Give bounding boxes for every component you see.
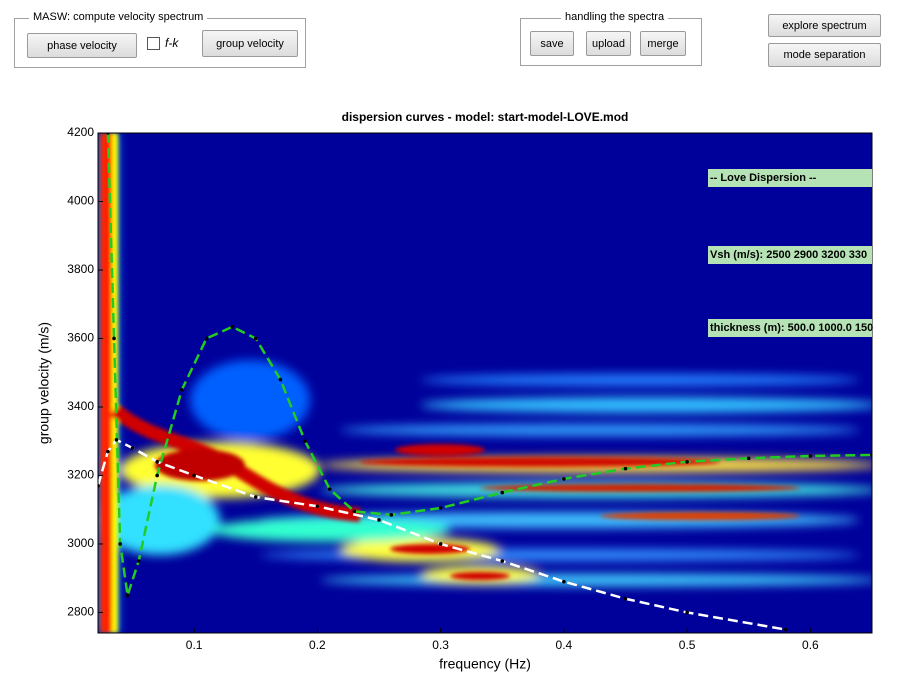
y-tick-label: 2800 bbox=[67, 605, 94, 619]
annotation: thickness (m): 500.0 1000.0 150 bbox=[708, 319, 873, 337]
x-tick-label: 0.2 bbox=[309, 638, 326, 652]
y-tick-label: 3200 bbox=[67, 468, 94, 482]
x-tick-label: 0.4 bbox=[556, 638, 573, 652]
point bbox=[125, 593, 130, 598]
point bbox=[783, 627, 788, 632]
point bbox=[278, 377, 283, 382]
point bbox=[130, 446, 135, 450]
point bbox=[500, 490, 505, 495]
button[interactable]: group velocity bbox=[202, 30, 298, 57]
point bbox=[377, 518, 381, 522]
masw-panel: MASW: compute velocity spectrum bbox=[14, 11, 306, 68]
annotation-box bbox=[708, 169, 872, 187]
point bbox=[180, 388, 184, 392]
point bbox=[623, 596, 628, 601]
point bbox=[303, 439, 307, 444]
point bbox=[562, 477, 566, 481]
curves bbox=[98, 133, 872, 632]
annotation-text: Vsh (m/s): 2500 2900 3200 330 bbox=[710, 249, 867, 261]
point bbox=[746, 456, 751, 461]
button[interactable]: save bbox=[530, 31, 574, 56]
checkbox[interactable]: f-k bbox=[147, 36, 178, 50]
point bbox=[155, 459, 159, 464]
point bbox=[136, 559, 141, 563]
spectra-panel: handling the spectra bbox=[520, 11, 702, 66]
panel-title: MASW: compute velocity spectrum bbox=[29, 11, 208, 23]
point bbox=[685, 459, 689, 464]
point bbox=[204, 336, 209, 341]
point bbox=[438, 506, 443, 510]
point bbox=[327, 487, 332, 491]
point bbox=[315, 504, 320, 509]
x-tick-label: 0.3 bbox=[432, 638, 449, 652]
annotation-text: thickness (m): 500.0 1000.0 150 bbox=[710, 322, 873, 334]
button[interactable]: merge bbox=[640, 31, 686, 56]
y-axis-label: group velocity (m/s) bbox=[36, 322, 52, 444]
annotation-text: -- Love Dispersion -- bbox=[710, 172, 817, 184]
annotation: Vsh (m/s): 2500 2900 3200 330 bbox=[708, 246, 872, 264]
point bbox=[106, 449, 110, 454]
panel-title: handling the spectra bbox=[561, 11, 669, 23]
point bbox=[230, 325, 235, 329]
point bbox=[623, 466, 628, 471]
annotation: -- Love Dispersion -- bbox=[708, 169, 872, 187]
annotation-box bbox=[708, 246, 872, 264]
point bbox=[118, 542, 122, 546]
y-tick-label: 3000 bbox=[67, 536, 94, 550]
plot-frame bbox=[97, 132, 873, 634]
point bbox=[155, 473, 159, 478]
point bbox=[253, 495, 258, 499]
point bbox=[500, 559, 505, 563]
point bbox=[114, 438, 119, 442]
y-tick-label: 3400 bbox=[67, 399, 94, 413]
point bbox=[808, 454, 813, 458]
annotation-box bbox=[708, 319, 872, 337]
button[interactable]: explore spectrum bbox=[768, 14, 881, 37]
x-tick-label: 0.1 bbox=[186, 638, 203, 652]
point bbox=[253, 336, 258, 341]
x-tick-label: 0.5 bbox=[679, 638, 696, 652]
checkbox-label: f-k bbox=[165, 36, 179, 50]
point bbox=[389, 513, 394, 517]
point bbox=[685, 610, 689, 615]
y-tick-label: 4000 bbox=[67, 194, 94, 208]
y-tick-label: 3800 bbox=[67, 262, 94, 276]
point bbox=[562, 579, 566, 584]
x-tick-label: 0.6 bbox=[802, 638, 819, 652]
point bbox=[112, 336, 116, 341]
button[interactable]: mode separation bbox=[768, 43, 881, 67]
chart-title: dispersion curves - model: start-model-L… bbox=[342, 110, 629, 124]
x-axis-label: frequency (Hz) bbox=[439, 656, 531, 672]
button[interactable]: phase velocity bbox=[27, 33, 137, 58]
point bbox=[352, 509, 357, 514]
point bbox=[438, 542, 443, 546]
y-tick-label: 4200 bbox=[67, 125, 94, 139]
button[interactable]: upload bbox=[586, 31, 631, 56]
point bbox=[192, 473, 196, 478]
y-tick-label: 3600 bbox=[67, 331, 94, 345]
